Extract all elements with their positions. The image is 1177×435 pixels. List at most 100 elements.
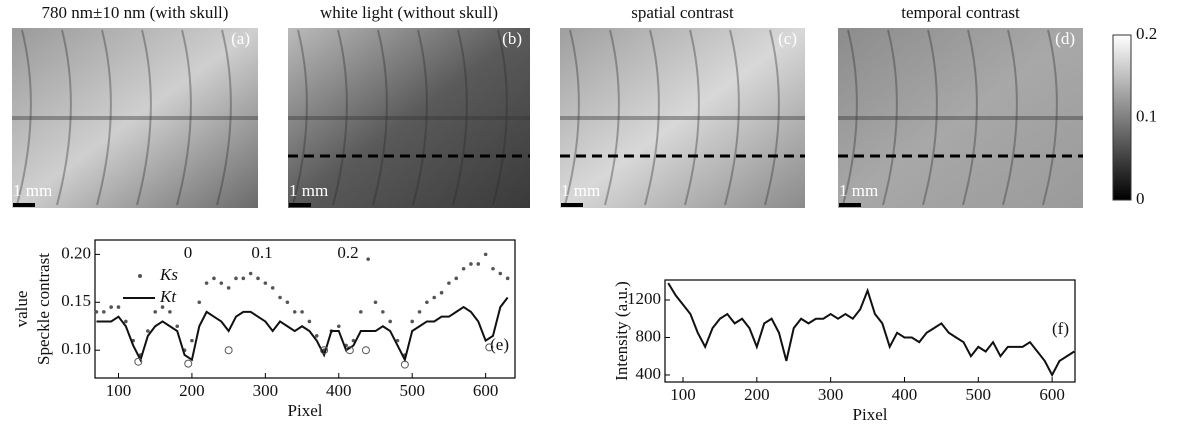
vessel bbox=[96, 29, 112, 206]
y-tick-label: 400 bbox=[636, 364, 662, 383]
panel-title: white light (without skull) bbox=[320, 3, 498, 22]
ks-point bbox=[146, 329, 150, 333]
ks-point bbox=[292, 310, 297, 314]
vessel bbox=[764, 29, 780, 206]
panel-label: (f) bbox=[1052, 319, 1069, 338]
ks-point bbox=[248, 271, 253, 276]
ks-point bbox=[388, 319, 392, 324]
ks-point bbox=[447, 281, 451, 285]
vessel bbox=[922, 29, 938, 206]
scale-bar bbox=[561, 203, 583, 207]
ks-point bbox=[381, 310, 385, 314]
x-axis-label: Pixel bbox=[853, 405, 888, 424]
ks-point bbox=[469, 262, 473, 266]
panel-label: (c) bbox=[778, 29, 797, 48]
vessel bbox=[882, 29, 898, 206]
x-tick-label: 600 bbox=[473, 381, 499, 400]
y-axis-label: Intensity (a.u.) bbox=[612, 281, 631, 381]
x-axis-label: Pixel bbox=[288, 401, 323, 420]
x-tick-label: 100 bbox=[670, 385, 696, 404]
ks-point bbox=[278, 295, 282, 300]
ks-point bbox=[366, 257, 370, 261]
y-tick-label: 0.10 bbox=[61, 339, 91, 358]
panel-title: spatial contrast bbox=[631, 3, 734, 22]
ks-point bbox=[410, 319, 415, 324]
ks-point bbox=[160, 305, 165, 309]
minimum-marker bbox=[400, 360, 409, 369]
image-panel bbox=[288, 28, 530, 208]
panel-label: (d) bbox=[1055, 29, 1075, 48]
colorbar-tick-label: 0.1 bbox=[1136, 106, 1157, 125]
colorbar-tick-label: 0.2 bbox=[1136, 24, 1157, 43]
ks-point bbox=[307, 319, 312, 324]
vessel bbox=[1042, 29, 1058, 206]
vessel bbox=[962, 29, 978, 206]
vessel bbox=[452, 29, 468, 206]
image-panel bbox=[12, 28, 258, 208]
ks-point bbox=[94, 310, 99, 314]
vessel bbox=[492, 29, 508, 206]
ks-point bbox=[454, 276, 459, 281]
vessel bbox=[644, 29, 660, 206]
x-tick-label: 400 bbox=[326, 381, 352, 400]
ks-point bbox=[483, 252, 488, 257]
legend-label: Ks bbox=[159, 265, 178, 284]
vessel bbox=[724, 29, 740, 206]
vessel bbox=[842, 29, 858, 206]
minimum-marker bbox=[485, 343, 494, 352]
scale-bar bbox=[13, 203, 35, 207]
ks-point bbox=[270, 286, 275, 290]
legend-swatch bbox=[138, 274, 142, 278]
ks-point bbox=[498, 271, 503, 276]
scale-text: 1 mm bbox=[13, 181, 52, 200]
ks-point bbox=[124, 319, 128, 324]
ks-point bbox=[373, 300, 378, 305]
image-panel bbox=[560, 28, 805, 208]
ks-point bbox=[234, 276, 238, 281]
ks-point bbox=[417, 310, 422, 314]
scale-text: 1 mm bbox=[289, 181, 328, 200]
ks-point bbox=[168, 310, 172, 314]
y-tick-label: 0.20 bbox=[61, 243, 91, 262]
ks-point bbox=[175, 324, 180, 329]
minimum-marker bbox=[361, 346, 370, 355]
vessel bbox=[372, 29, 388, 206]
image-panel bbox=[838, 28, 1083, 208]
minimum-marker bbox=[224, 346, 233, 355]
annotation: 0.1 bbox=[251, 243, 272, 262]
axes-frame bbox=[664, 279, 1076, 383]
vessel bbox=[684, 29, 700, 206]
ks-point bbox=[241, 276, 246, 281]
x-tick-label: 500 bbox=[399, 381, 425, 400]
y-tick-label: 800 bbox=[636, 326, 662, 345]
ks-point bbox=[461, 266, 466, 271]
ks-point bbox=[285, 300, 290, 305]
scale-text: 1 mm bbox=[561, 181, 600, 200]
scale-bar bbox=[289, 203, 311, 207]
vessel bbox=[604, 29, 620, 206]
scale-bar bbox=[839, 203, 861, 207]
x-tick-label: 400 bbox=[892, 385, 918, 404]
panel-title: temporal contrast bbox=[901, 3, 1020, 22]
ks-point bbox=[300, 310, 304, 314]
minimum-marker bbox=[184, 359, 193, 368]
ks-point bbox=[476, 262, 481, 266]
panel-label: (b) bbox=[502, 29, 522, 48]
vessel bbox=[136, 29, 152, 206]
x-tick-label: 300 bbox=[818, 385, 844, 404]
panel-title: 780 nm±10 nm (with skull) bbox=[42, 3, 229, 22]
minimum-marker bbox=[320, 346, 329, 355]
y-axis-label: value bbox=[12, 291, 31, 328]
ks-point bbox=[314, 334, 319, 338]
panel-label: (e) bbox=[490, 335, 509, 354]
legend-label: Kt bbox=[159, 287, 177, 306]
x-tick-label: 100 bbox=[106, 381, 132, 400]
ks-point bbox=[336, 324, 341, 329]
x-tick-label: 200 bbox=[179, 381, 205, 400]
ks-point bbox=[439, 290, 444, 295]
y-axis-label: Speckle contrast bbox=[34, 253, 53, 365]
colorbar-tick-label: 0 bbox=[1136, 189, 1145, 208]
ks-point bbox=[432, 295, 437, 300]
ks-point bbox=[116, 305, 121, 309]
y-tick-label: 0.15 bbox=[61, 291, 91, 310]
